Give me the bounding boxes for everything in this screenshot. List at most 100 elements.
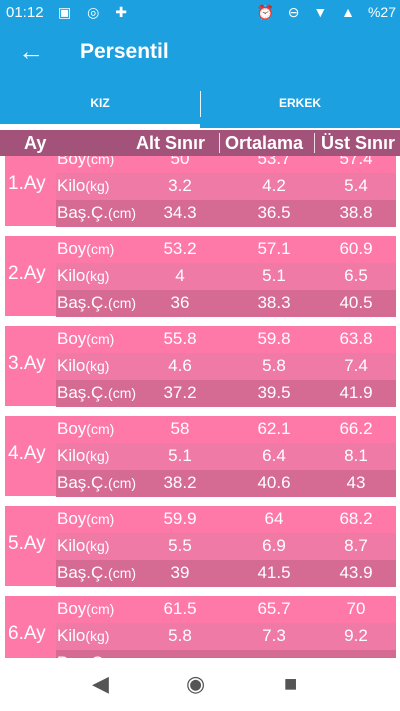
metric-unit: (cm) xyxy=(86,331,115,347)
metric-unit: (kg) xyxy=(85,448,110,464)
row-background xyxy=(56,380,396,407)
metric-name: Kilo xyxy=(57,266,86,285)
ortalama-value: 6.4 xyxy=(262,446,286,465)
metric-row-bas: Baş.Ç.(cm) 36 38.3 40.5 xyxy=(5,290,396,317)
tab-divider xyxy=(200,91,201,117)
nav-recents-icon[interactable]: ■ xyxy=(284,671,298,696)
month-card: Boy(cm) 53.2 57.1 60.9 Kilo(kg) 4 5.1 6.5 Baş.Ç.… xyxy=(5,236,396,317)
ortalama-value: 36.5 xyxy=(257,203,291,222)
ust-sinir-value: 60.9 xyxy=(339,239,373,258)
metric-row-bas: Baş.Ç.(cm) 39 41.5 43.9 xyxy=(5,560,396,587)
metric-unit: (cm) xyxy=(86,421,115,437)
percentile-list[interactable]: Boy(cm) 50 53.7 57.4 Kilo(kg) 3.2 4.2 5.4 Baş.Ç.… xyxy=(0,156,400,658)
ust-sinir-value: 7.4 xyxy=(344,356,368,375)
metric-label: Kilo(kg) xyxy=(57,626,109,646)
tab-bar: KIZ ERKEK xyxy=(0,80,400,128)
header-divider xyxy=(219,133,220,153)
ust-sinir-value: 41.9 xyxy=(339,383,373,402)
row-background xyxy=(56,416,396,443)
metric-row-bas: Baş.Ç.(cm) 38.2 40.6 43 xyxy=(5,470,396,497)
ust-sinir-value: 8.1 xyxy=(344,446,368,465)
metric-label: Baş.Ç.(cm) xyxy=(57,203,136,223)
metric-row-bas: Baş.Ç.(cm) 37.2 39.5 41.9 xyxy=(5,380,396,407)
metric-unit: (kg) xyxy=(85,268,110,284)
metric-label: Baş.Ç.(cm) xyxy=(57,653,136,658)
page-title: Persentil xyxy=(80,40,169,63)
nav-home-icon[interactable]: ◉ xyxy=(186,671,206,696)
row-background xyxy=(56,596,396,623)
ortalama-value: 64 xyxy=(264,509,284,528)
metric-label: Kilo(kg) xyxy=(57,356,109,376)
alt-sinir-value: 59.9 xyxy=(163,509,197,528)
ortalama-value: 6.9 xyxy=(262,536,286,555)
tab-erkek[interactable]: ERKEK xyxy=(200,80,400,128)
metric-unit: (cm) xyxy=(86,156,115,167)
row-background xyxy=(56,623,396,650)
ust-sinir-value: 66.2 xyxy=(339,419,373,438)
metric-row-boy: Boy(cm) 53.2 57.1 60.9 xyxy=(5,236,396,263)
metric-unit: (cm) xyxy=(108,295,137,311)
system-icons: ⏰ ⊖ ▼ ▲ xyxy=(256,4,360,20)
row-background xyxy=(56,650,396,658)
ust-sinir-value: 38.8 xyxy=(339,203,373,222)
row-background xyxy=(56,443,396,470)
metric-unit: (cm) xyxy=(108,565,137,581)
row-background xyxy=(56,506,396,533)
metric-name: Baş.Ç. xyxy=(57,563,109,582)
ortalama-value: 5.1 xyxy=(262,266,286,285)
metric-name: Boy xyxy=(57,156,87,168)
row-background xyxy=(56,470,396,497)
month-card: Boy(cm) 59.9 64 68.2 Kilo(kg) 5.5 6.9 8.7 Baş.Ç.… xyxy=(5,506,396,587)
ust-sinir-value: 43 xyxy=(346,473,366,492)
metric-row-kilo: Kilo(kg) 3.2 4.2 5.4 xyxy=(5,173,396,200)
back-arrow-icon[interactable]: ← xyxy=(18,36,44,66)
month-label: 3.Ay xyxy=(8,353,46,374)
metric-label: Boy(cm) xyxy=(57,329,114,349)
tab-kiz[interactable]: KIZ xyxy=(0,80,200,128)
ust-sinir-value: 57.4 xyxy=(339,156,373,168)
metric-row-kilo: Kilo(kg) 4.6 5.8 7.4 xyxy=(5,353,396,380)
metric-label: Boy(cm) xyxy=(57,156,114,169)
app-bar: ← Persentil xyxy=(0,26,400,80)
nav-back-icon[interactable]: ◀ xyxy=(92,671,109,696)
ust-sinir-value: 63.8 xyxy=(339,329,373,348)
metric-unit: (cm) xyxy=(86,601,115,617)
ortalama-value: 65.7 xyxy=(257,599,291,618)
metric-name: Baş.Ç. xyxy=(57,383,109,402)
metric-label: Boy(cm) xyxy=(57,509,114,529)
row-background xyxy=(56,156,396,173)
alt-sinir-value: 39 xyxy=(170,563,190,582)
metric-label: Baş.Ç.(cm) xyxy=(57,293,136,313)
alt-sinir-value: 61.5 xyxy=(163,599,197,618)
metric-label: Kilo(kg) xyxy=(57,266,109,286)
active-tab-indicator xyxy=(0,124,200,128)
alt-sinir-value: 5.5 xyxy=(168,536,192,555)
metric-row-boy: Boy(cm) 59.9 64 68.2 xyxy=(5,506,396,533)
alt-sinir-value: 36 xyxy=(170,293,190,312)
metric-name: Kilo xyxy=(57,356,86,375)
ust-sinir-value: 8.7 xyxy=(344,536,368,555)
metric-row-bas: Baş.Ç.(cm) xyxy=(5,650,396,658)
metric-row-kilo: Kilo(kg) 5.1 6.4 8.1 xyxy=(5,443,396,470)
metric-name: Baş.Ç. xyxy=(57,203,109,222)
alt-sinir-value: 3.2 xyxy=(168,176,192,195)
metric-row-kilo: Kilo(kg) 5.8 7.3 9.2 xyxy=(5,623,396,650)
metric-label: Baş.Ç.(cm) xyxy=(57,383,136,403)
status-time: 01:12 xyxy=(6,4,44,21)
metric-unit: (cm) xyxy=(108,655,136,658)
metric-row-boy: Boy(cm) 50 53.7 57.4 xyxy=(5,156,396,173)
metric-unit: (cm) xyxy=(108,475,137,491)
row-background xyxy=(56,290,396,317)
ortalama-value: 38.3 xyxy=(257,293,291,312)
tab-kiz-label: KIZ xyxy=(90,96,110,110)
ortalama-value: 41.5 xyxy=(257,563,291,582)
metric-unit: (kg) xyxy=(85,628,110,644)
ortalama-value: 5.8 xyxy=(262,356,286,375)
row-background xyxy=(56,173,396,200)
tab-erkek-label: ERKEK xyxy=(278,96,321,110)
alt-sinir-value: 34.3 xyxy=(163,203,197,222)
metric-label: Baş.Ç.(cm) xyxy=(57,473,136,493)
row-background xyxy=(56,263,396,290)
metric-label: Boy(cm) xyxy=(57,419,114,439)
metric-unit: (cm) xyxy=(86,241,115,257)
